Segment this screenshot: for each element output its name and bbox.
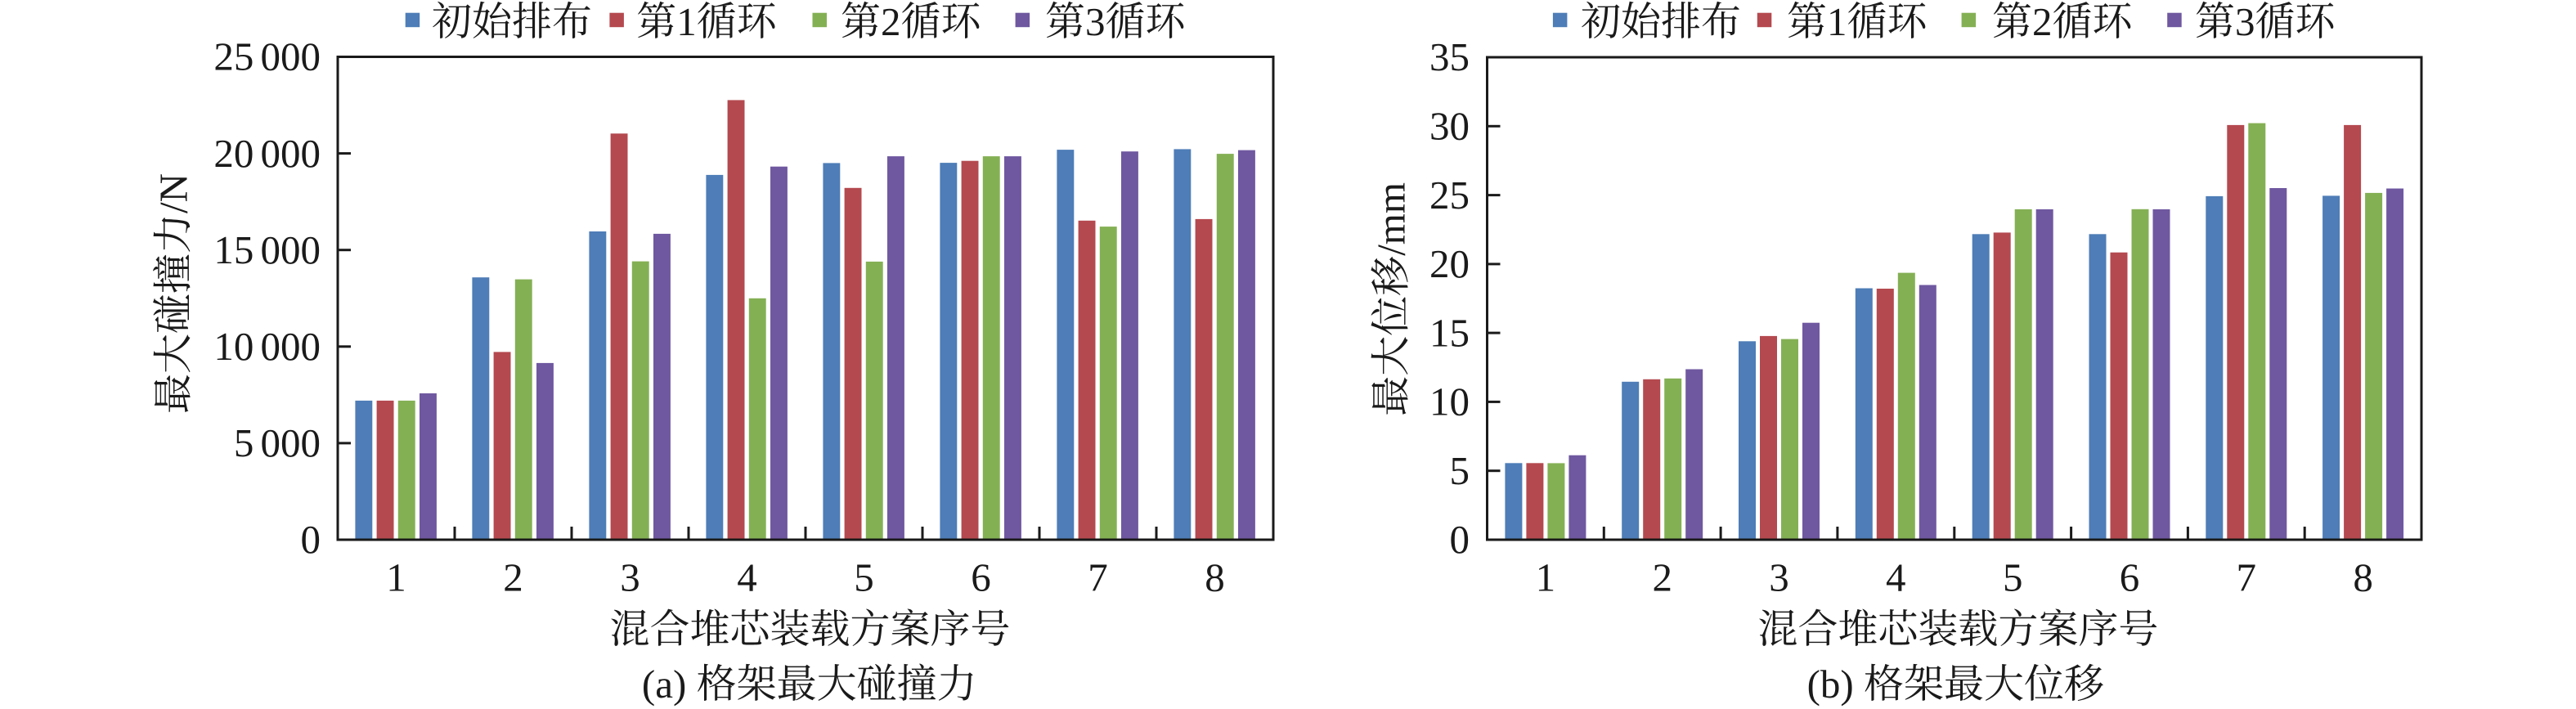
svg-text:1: 1 bbox=[1536, 555, 1556, 600]
svg-text:7: 7 bbox=[2237, 555, 2257, 600]
svg-text:35: 35 bbox=[1429, 34, 1470, 79]
svg-text:25: 25 bbox=[1429, 173, 1470, 218]
svg-text:10: 10 bbox=[1429, 379, 1470, 424]
svg-text:0: 0 bbox=[1450, 517, 1470, 562]
svg-text:1: 1 bbox=[1827, 0, 1847, 44]
svg-text:2: 2 bbox=[1652, 555, 1672, 600]
svg-text:0: 0 bbox=[301, 517, 321, 562]
svg-text:6: 6 bbox=[2120, 555, 2140, 600]
svg-text:2: 2 bbox=[881, 0, 901, 44]
svg-text:1: 1 bbox=[386, 555, 406, 600]
svg-text:5 000: 5 000 bbox=[234, 420, 321, 465]
svg-text:5: 5 bbox=[2003, 555, 2023, 600]
svg-text:20 000: 20 000 bbox=[213, 131, 321, 176]
svg-text:10 000: 10 000 bbox=[213, 324, 321, 369]
svg-text:20: 20 bbox=[1429, 241, 1470, 286]
svg-text:(a): (a) bbox=[642, 662, 686, 707]
svg-text:/mm: /mm bbox=[1369, 182, 1414, 256]
svg-text:5: 5 bbox=[1450, 448, 1470, 493]
svg-text:15: 15 bbox=[1429, 310, 1470, 355]
svg-text:30: 30 bbox=[1429, 104, 1470, 149]
svg-text:2: 2 bbox=[2032, 0, 2053, 44]
svg-text:2: 2 bbox=[503, 555, 523, 600]
svg-text:1: 1 bbox=[676, 0, 697, 44]
svg-text:6: 6 bbox=[971, 555, 991, 600]
svg-text:4: 4 bbox=[737, 555, 757, 600]
svg-text:3: 3 bbox=[2235, 0, 2255, 44]
svg-text:3: 3 bbox=[1769, 555, 1789, 600]
svg-text:/N: /N bbox=[151, 173, 196, 213]
svg-text:8: 8 bbox=[1205, 555, 1225, 600]
svg-text:25 000: 25 000 bbox=[213, 34, 321, 79]
svg-text:3: 3 bbox=[1085, 0, 1106, 44]
svg-text:15 000: 15 000 bbox=[213, 227, 321, 272]
svg-text:4: 4 bbox=[1886, 555, 1906, 600]
svg-text:(b): (b) bbox=[1807, 662, 1854, 707]
svg-text:8: 8 bbox=[2353, 555, 2373, 600]
svg-text:3: 3 bbox=[620, 555, 640, 600]
svg-text:5: 5 bbox=[854, 555, 874, 600]
svg-text:7: 7 bbox=[1088, 555, 1108, 600]
